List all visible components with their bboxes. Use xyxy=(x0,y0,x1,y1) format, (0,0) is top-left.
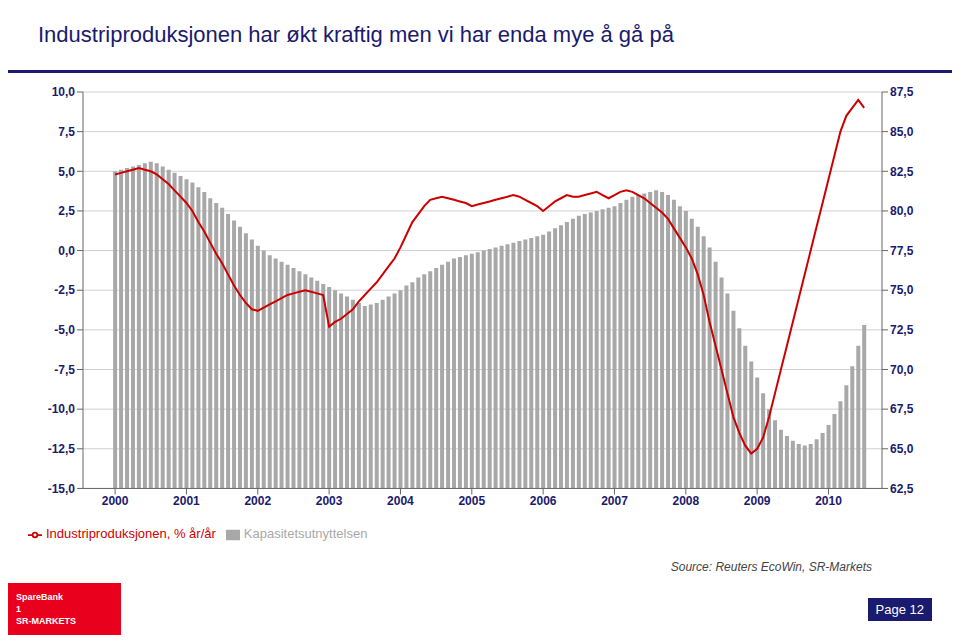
svg-text:2004: 2004 xyxy=(387,494,414,508)
svg-text:2008: 2008 xyxy=(672,494,699,508)
html-text:Page 12: Page 12 xyxy=(875,602,924,617)
svg-text:2003: 2003 xyxy=(316,494,343,508)
svg-text:2001: 2001 xyxy=(173,494,200,508)
svg-text:2000: 2000 xyxy=(102,494,129,508)
svg-text:2010: 2010 xyxy=(815,494,842,508)
svg-text:75,0: 75,0 xyxy=(890,283,914,297)
html-text:SpareBank 1 SR-MARKETS: SpareBank 1 SR-MARKETS xyxy=(16,592,76,626)
svg-text:82,5: 82,5 xyxy=(890,165,914,179)
svg-text:10,0: 10,0 xyxy=(52,85,76,99)
svg-text:67,5: 67,5 xyxy=(890,402,914,416)
svg-text:70,0: 70,0 xyxy=(890,363,914,377)
svg-text:2006: 2006 xyxy=(530,494,557,508)
svg-text:62,5: 62,5 xyxy=(890,482,914,496)
svg-text:85,0: 85,0 xyxy=(890,125,914,139)
svg-text:5,0: 5,0 xyxy=(58,165,75,179)
svg-text:-7,5: -7,5 xyxy=(54,363,75,377)
svg-text:2007: 2007 xyxy=(601,494,628,508)
svg-text:0,0: 0,0 xyxy=(58,244,75,258)
svg-text:-2,5: -2,5 xyxy=(54,283,75,297)
html-text:Kapasitetsutnyttelsen: Kapasitetsutnyttelsen xyxy=(243,526,368,542)
svg-text:2,5: 2,5 xyxy=(58,204,75,218)
svg-text:2009: 2009 xyxy=(744,494,771,508)
svg-text:2002: 2002 xyxy=(244,494,271,508)
svg-text:-5,0: -5,0 xyxy=(54,323,75,337)
svg-text:7,5: 7,5 xyxy=(58,125,75,139)
svg-text:-12,5: -12,5 xyxy=(48,442,76,456)
svg-text:-10,0: -10,0 xyxy=(48,402,76,416)
html-text:Source: Reuters EcoWin, SR-Mar: Source: Reuters EcoWin, SR-Markets xyxy=(670,560,872,574)
html-text:Industriproduksjonen, % år/år: Industriproduksjonen, % år/år xyxy=(46,526,216,542)
svg-text:77,5: 77,5 xyxy=(890,244,914,258)
html-text:Industriproduksjonen har økt k: Industriproduksjonen har økt kraftig men… xyxy=(38,22,674,47)
svg-text:-15,0: -15,0 xyxy=(48,482,76,496)
svg-text:2005: 2005 xyxy=(458,494,485,508)
svg-text:72,5: 72,5 xyxy=(890,323,914,337)
svg-text:80,0: 80,0 xyxy=(890,204,914,218)
svg-text:65,0: 65,0 xyxy=(890,442,914,456)
svg-text:87,5: 87,5 xyxy=(890,85,914,99)
